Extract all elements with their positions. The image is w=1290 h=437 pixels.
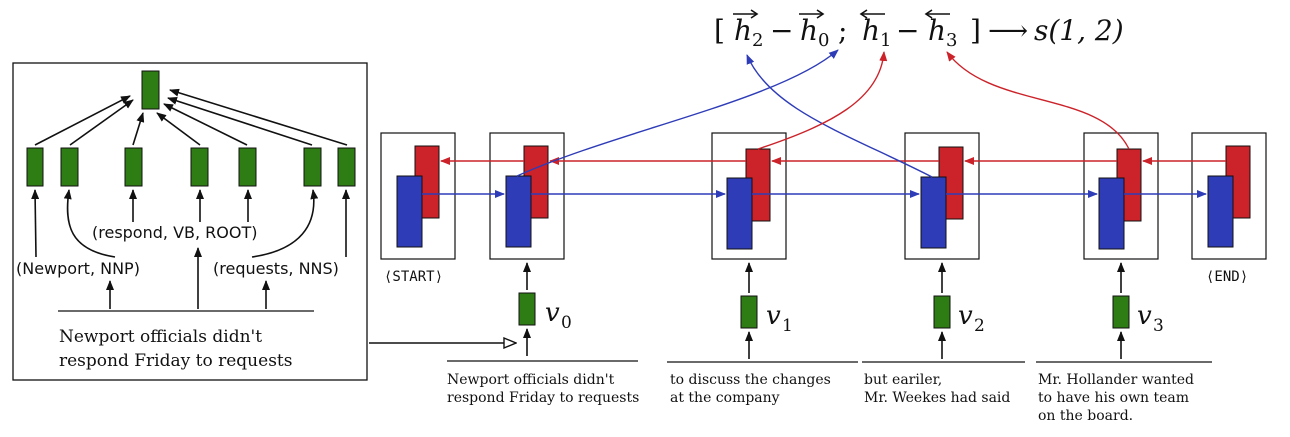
v3-symbol: v <box>1137 301 1152 331</box>
tree-label-newport: (Newport, NNP) <box>16 259 140 278</box>
label-to-node-arrow <box>251 189 319 258</box>
tree-sentence-line-2: respond Friday to requests <box>59 351 292 371</box>
formula-minus-1: − <box>770 14 793 47</box>
tree-edge <box>156 112 201 146</box>
tree-edge <box>163 103 248 146</box>
v1-node <box>740 295 758 329</box>
end-label: ⟨END⟩ <box>1206 269 1248 285</box>
v1-subscript: 1 <box>782 316 793 336</box>
cell-v1 <box>711 132 787 260</box>
cell-v2 <box>904 132 980 260</box>
tree-panel-frame <box>12 62 368 381</box>
segment-2-line-2: Mr. Weekes had said <box>864 390 1010 406</box>
formula-h1: h <box>862 14 880 47</box>
left-arrow-head-h1 <box>859 9 868 19</box>
formula-h3: h <box>928 14 946 47</box>
v3-node <box>1112 295 1130 329</box>
sentence-segments: Newport officials didn't respond Friday … <box>447 360 1212 424</box>
cell-v3 <box>1083 132 1159 260</box>
cell-start <box>380 132 456 260</box>
v3-subscript: 3 <box>1153 316 1164 336</box>
forward-state <box>920 176 947 249</box>
formula-direction-arrows <box>733 9 950 19</box>
tree-label-respond: (respond, VB, ROOT) <box>92 223 257 242</box>
right-arrow-head-h0 <box>816 9 825 19</box>
sequence-cells <box>380 132 1267 260</box>
formula-open-bracket: [ <box>714 14 725 47</box>
tree-leaf-node <box>337 147 356 187</box>
tree-edge <box>132 112 145 146</box>
tree-leaf-node <box>26 147 44 187</box>
formula-minus-2: − <box>896 14 919 47</box>
segment-2-line-1: but eariler, <box>864 372 942 388</box>
label-to-node-arrow <box>63 189 116 258</box>
tree-panel: (Newport, NNP) (respond, VB, ROOT) (requ… <box>12 62 368 381</box>
tree-edges <box>34 88 348 146</box>
label-to-node-arrow <box>31 189 40 258</box>
segment-0-line-1: Newport officials didn't <box>447 372 615 388</box>
segment-3-line-3: on the board. <box>1038 408 1133 424</box>
formula-sub3: 3 <box>946 30 957 51</box>
segment-1-line-1: to discuss the changes <box>670 372 831 388</box>
formula-close-bracket: ] <box>970 14 981 47</box>
v-nodes: v 0 v 1 v 2 v 3 <box>518 262 1164 359</box>
forward-state <box>1098 177 1125 250</box>
h2-to-formula-arrow <box>746 54 933 178</box>
formula-sub1: 1 <box>880 30 891 51</box>
v0-node <box>518 292 536 326</box>
tree-leaf-node <box>124 147 143 187</box>
tree-leaf-node <box>238 147 257 187</box>
h0-to-formula-arrow <box>516 49 839 177</box>
forward-state <box>396 175 423 248</box>
tree-leaf-node <box>60 147 79 187</box>
formula-arrow: ⟶ <box>988 14 1028 47</box>
v2-subscript: 2 <box>974 316 985 336</box>
formula: [ h 2 − h 0 ; h 1 − h 3 ] ⟶ s(1, 2) <box>714 14 1124 51</box>
formula-h2: h <box>734 14 752 47</box>
formula-score: s(1, 2) <box>1034 14 1124 47</box>
tree-edge <box>34 95 131 146</box>
forward-state <box>505 175 532 248</box>
formula-sub2: 2 <box>752 30 763 51</box>
tree-edge <box>169 88 348 146</box>
segment-3-line-2: to have his own team <box>1038 390 1189 406</box>
formula-separator: ; <box>838 14 847 47</box>
segment-0-line-2: respond Friday to requests <box>447 390 639 406</box>
right-arrow-head-h2 <box>750 9 759 19</box>
v1-symbol: v <box>766 301 781 331</box>
cell-end <box>1191 132 1267 260</box>
v2-symbol: v <box>958 301 973 331</box>
formula-sub0: 0 <box>818 30 829 51</box>
v0-subscript: 0 <box>561 313 572 333</box>
segment-3-line-1: Mr. Hollander wanted <box>1038 372 1194 388</box>
v2-node <box>933 295 951 329</box>
segment-1-line-2: at the company <box>670 390 780 406</box>
tree-sentence-line-1: Newport officials didn't <box>59 327 262 347</box>
forward-state <box>726 177 753 250</box>
tree-label-requests: (requests, NNS) <box>213 259 339 278</box>
h1-to-formula-arrow <box>757 51 888 150</box>
forward-state <box>1207 175 1234 248</box>
formula-h0: h <box>800 14 818 47</box>
tree-edge <box>167 96 313 146</box>
tree-leaf-node <box>190 147 209 187</box>
h3-to-formula-arrow <box>946 51 1130 150</box>
start-label: ⟨START⟩ <box>384 269 443 285</box>
v0-symbol: v <box>545 298 560 328</box>
left-arrow-head-h3 <box>924 9 933 19</box>
cell-v0 <box>489 132 565 260</box>
tree-root-node <box>141 70 160 110</box>
tree-edge <box>69 99 134 146</box>
tree-leaf-node <box>303 147 322 187</box>
